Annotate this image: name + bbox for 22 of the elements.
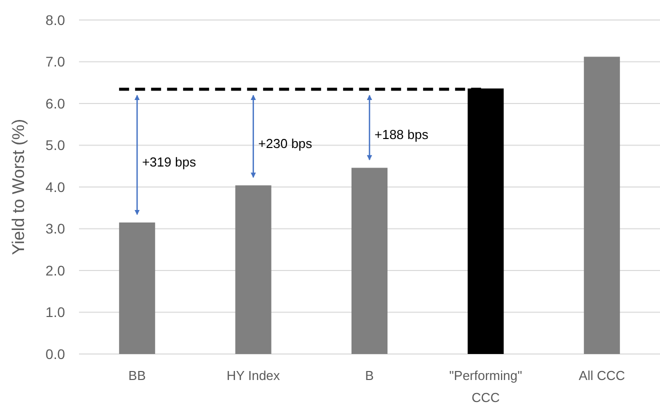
y-tick-label: 5.0 <box>46 137 66 154</box>
bar <box>235 185 272 354</box>
x-tick-label: HY Index <box>226 368 280 383</box>
bar <box>584 56 620 354</box>
x-tick-label: "Performing" CCC <box>449 368 522 405</box>
x-tick-label: BB <box>128 368 146 383</box>
annotation: +188 bps <box>374 127 429 142</box>
annotation: +230 bps <box>258 136 313 151</box>
x-tick-label: All CCC <box>578 368 626 383</box>
y-tick-label: 8.0 <box>46 12 66 28</box>
bar <box>351 168 388 354</box>
y-tick-label: 0.0 <box>46 346 66 362</box>
y-tick-label: 1.0 <box>46 304 66 320</box>
x-tick-label: B <box>365 368 374 383</box>
y-tick-label: 6.0 <box>46 95 66 112</box>
y-tick-label: 7.0 <box>46 54 66 70</box>
y-axis-title: Yield to Worst (%) <box>9 118 28 256</box>
y-tick-label: 3.0 <box>46 220 66 237</box>
bar <box>119 222 156 354</box>
y-tick-label: 2.0 <box>46 262 66 278</box>
annotation: +319 bps <box>142 154 196 170</box>
y-tick-label: 4.0 <box>46 178 66 195</box>
